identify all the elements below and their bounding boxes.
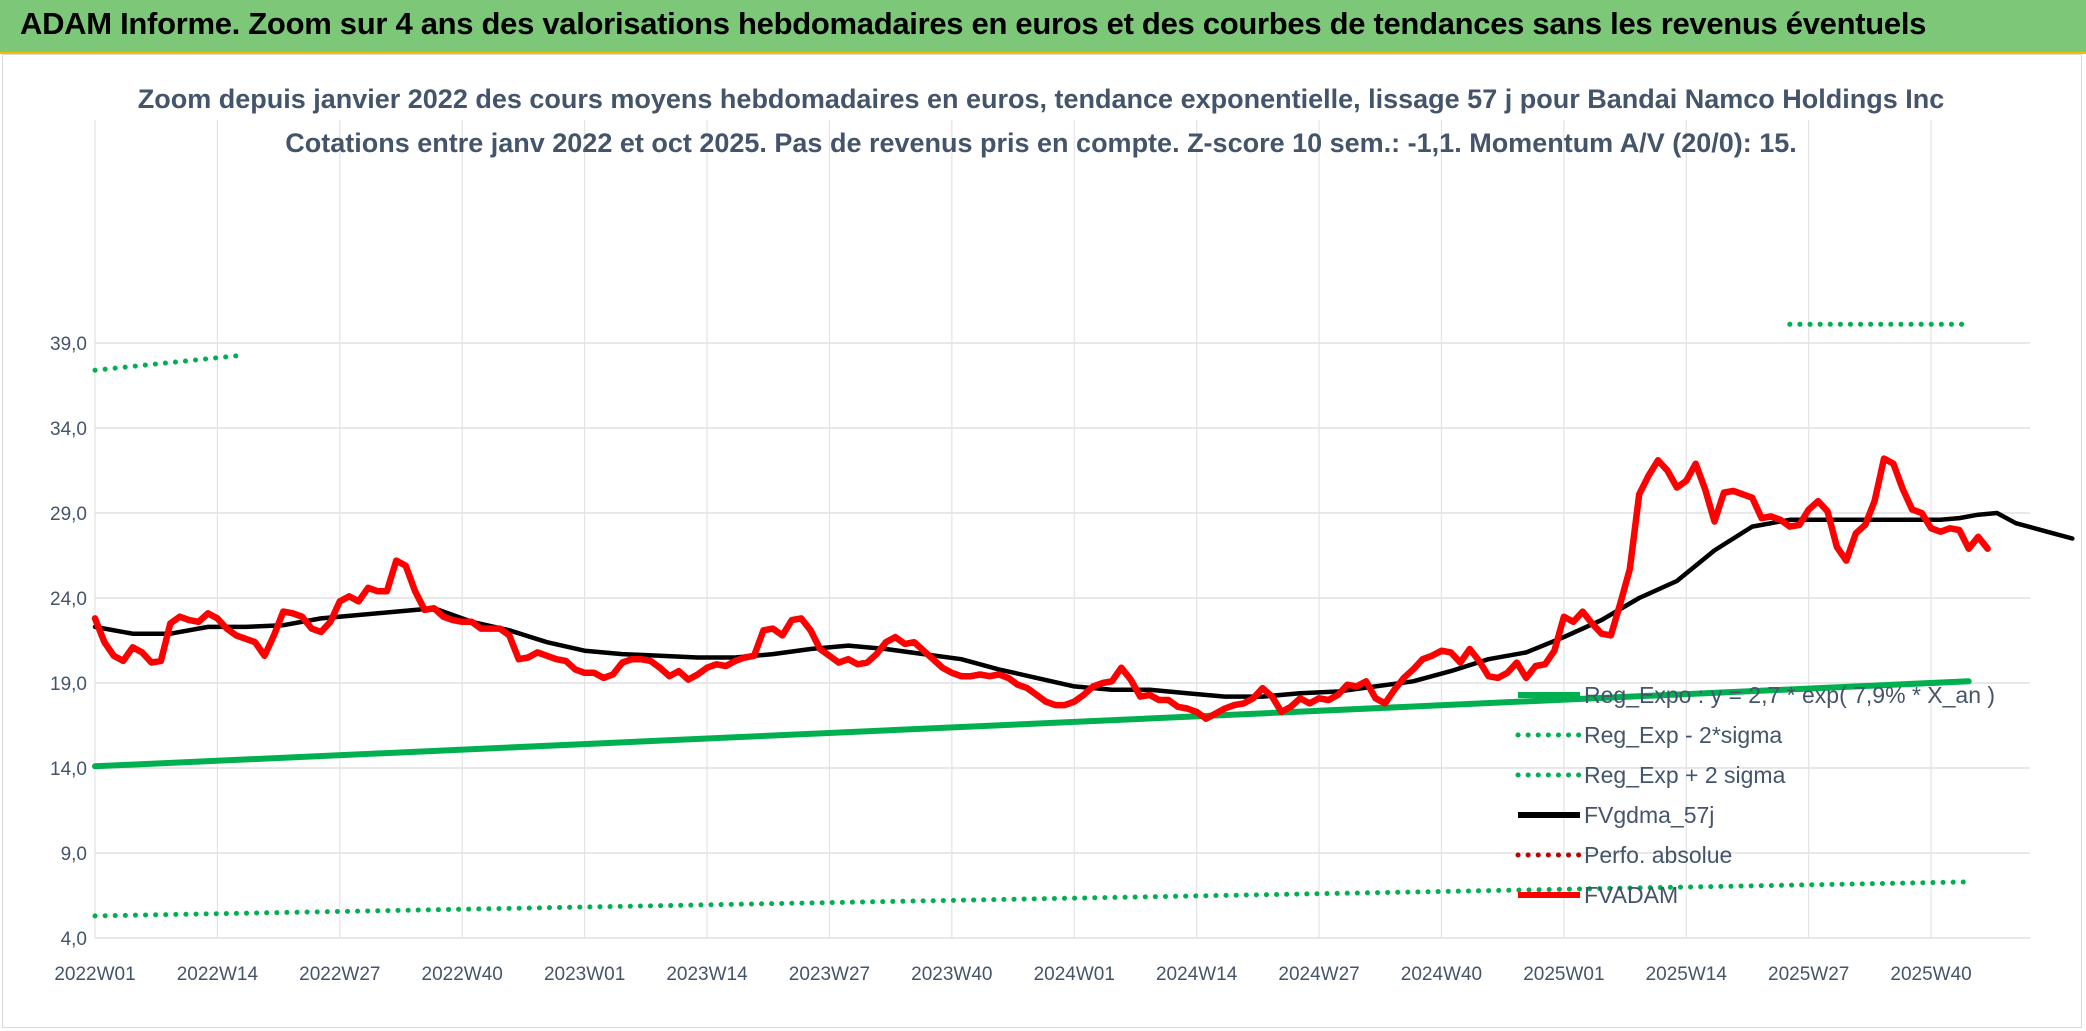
x-tick-label: 2023W40: [911, 964, 992, 985]
report-title: ADAM Informe. Zoom sur 4 ans des valoris…: [20, 6, 1927, 41]
series-line-3: [92, 510, 2075, 699]
y-tick-label: 14,0: [50, 759, 87, 780]
gridlines: [94, 120, 2030, 939]
legend-label: Reg_Exp + 2 sigma: [1584, 762, 1786, 788]
x-tick-label: 2024W40: [1401, 964, 1482, 985]
series-line-0: [92, 678, 1972, 770]
series-line-1: [92, 879, 1972, 919]
series-line-5: [91, 455, 1991, 722]
series-line-2: [92, 352, 249, 373]
y-tick-label: 34,0: [50, 419, 87, 440]
y-tick-label: 4,0: [61, 929, 87, 950]
chart-series: [91, 321, 2075, 919]
x-tick-label: 2022W40: [422, 964, 503, 985]
x-tick-label: 2025W14: [1646, 964, 1728, 985]
y-tick-label: 24,0: [50, 589, 87, 610]
legend-label: Reg_Expo : y = 2,7 * exp( 7,9% * X_an ): [1584, 682, 1995, 708]
x-tick-label: 2022W14: [177, 964, 259, 985]
x-tick-label: 2025W27: [1768, 964, 1849, 985]
y-tick-label: 9,0: [61, 844, 87, 865]
chart-subtitle: Cotations entre janv 2022 et oct 2025. P…: [285, 128, 1797, 158]
x-tick-label: 2022W27: [299, 964, 380, 985]
y-tick-label: 29,0: [50, 504, 87, 525]
chart-frame: [2, 54, 2082, 1028]
y-axis-tick-labels: 4,0 9,0 14,0 19,0 24,0 29,0 34,0 39,0: [50, 334, 87, 950]
chart-legend: Reg_Expo : y = 2,7 * exp( 7,9% * X_an ) R…: [1515, 682, 1995, 908]
y-tick-label: 39,0: [50, 334, 87, 355]
chart-title: Zoom depuis janvier 2022 des cours moyen…: [138, 84, 1945, 114]
x-tick-label: 2024W27: [1278, 964, 1359, 985]
x-tick-label: 2025W01: [1523, 964, 1604, 985]
legend-label: Reg_Exp - 2*sigma: [1584, 722, 1782, 748]
x-tick-label: 2022W01: [54, 964, 135, 985]
legend-label: FVgdma_57j: [1584, 802, 1714, 828]
legend-label: FVADAM: [1584, 882, 1678, 908]
x-tick-label: 2024W01: [1034, 964, 1115, 985]
y-tick-label: 19,0: [50, 674, 87, 695]
x-axis-tick-labels: 2022W01 2022W14 2022W27 2022W40 2023W01 2023W…: [54, 964, 1971, 985]
report-header: ADAM Informe. Zoom sur 4 ans des valoris…: [0, 0, 2086, 54]
x-tick-label: 2023W14: [666, 964, 748, 985]
x-tick-label: 2025W40: [1890, 964, 1971, 985]
x-tick-label: 2023W27: [789, 964, 870, 985]
legend-label: Perfo. absolue: [1584, 842, 1732, 868]
x-tick-label: 2024W14: [1156, 964, 1238, 985]
x-tick-label: 2023W01: [544, 964, 625, 985]
